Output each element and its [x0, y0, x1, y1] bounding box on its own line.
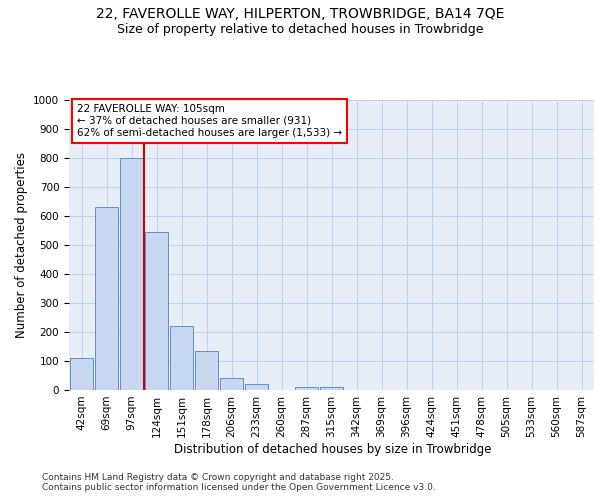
Bar: [295, 387, 318, 390]
Bar: [120, 158, 143, 390]
Text: Contains HM Land Registry data © Crown copyright and database right 2025.: Contains HM Land Registry data © Crown c…: [42, 472, 394, 482]
Bar: [70, 358, 93, 390]
Bar: [220, 378, 243, 390]
Bar: [195, 351, 218, 390]
Bar: [245, 384, 268, 390]
Bar: [145, 232, 168, 390]
Text: 22 FAVEROLLE WAY: 105sqm
← 37% of detached houses are smaller (931)
62% of semi-: 22 FAVEROLLE WAY: 105sqm ← 37% of detach…: [77, 104, 342, 138]
Text: 22, FAVEROLLE WAY, HILPERTON, TROWBRIDGE, BA14 7QE: 22, FAVEROLLE WAY, HILPERTON, TROWBRIDGE…: [96, 8, 504, 22]
Text: Distribution of detached houses by size in Trowbridge: Distribution of detached houses by size …: [174, 442, 492, 456]
Bar: [170, 326, 193, 390]
Y-axis label: Number of detached properties: Number of detached properties: [14, 152, 28, 338]
Text: Contains public sector information licensed under the Open Government Licence v3: Contains public sector information licen…: [42, 484, 436, 492]
Bar: [95, 208, 118, 390]
Bar: [320, 387, 343, 390]
Text: Size of property relative to detached houses in Trowbridge: Size of property relative to detached ho…: [117, 22, 483, 36]
